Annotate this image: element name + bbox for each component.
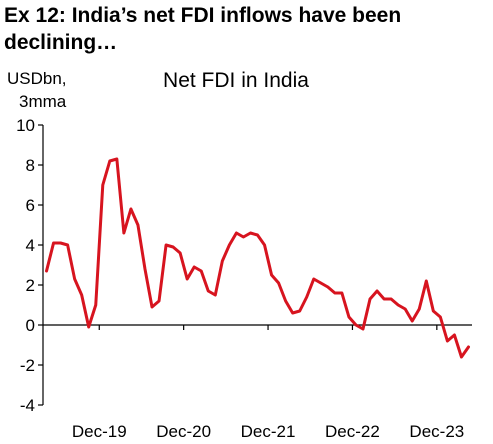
data-point (291, 311, 294, 315)
data-point (403, 307, 407, 311)
data-point (87, 325, 90, 329)
data-point (164, 243, 168, 247)
data-point (326, 285, 330, 289)
data-point (171, 245, 175, 249)
data-point (45, 269, 48, 273)
data-point (298, 309, 301, 313)
y-axis-label-average: 3mma (19, 92, 67, 111)
data-point (143, 267, 147, 271)
y-tick-label: 10 (16, 116, 35, 135)
y-tick-label: 4 (26, 236, 35, 255)
data-point (178, 251, 182, 255)
data-point (446, 339, 449, 343)
data-point (256, 233, 259, 237)
data-point (249, 231, 252, 235)
data-point (108, 159, 112, 163)
x-tick-label: Dec-22 (325, 422, 380, 441)
data-point (157, 299, 161, 303)
data-point (101, 183, 104, 187)
data-point (277, 281, 280, 285)
data-point (418, 307, 421, 311)
data-point (432, 309, 435, 313)
data-point (460, 355, 463, 359)
data-point (200, 269, 203, 273)
data-point (361, 327, 365, 331)
data-point (221, 259, 224, 263)
data-point (312, 277, 315, 281)
y-tick-label: 0 (26, 316, 35, 335)
data-point (115, 157, 119, 161)
data-point (263, 243, 266, 247)
y-axis-label-units: USDbn, (7, 69, 67, 88)
x-tick-label: Dec-20 (156, 422, 211, 441)
data-point (382, 297, 386, 301)
net-fdi-series-line (45, 157, 470, 359)
y-tick-label: 2 (26, 276, 35, 295)
data-point (389, 297, 393, 301)
chart-title: Net FDI in India (163, 69, 309, 92)
data-point (396, 303, 400, 307)
data-point (305, 295, 308, 299)
data-point (94, 303, 97, 307)
y-tick-label: 8 (26, 156, 35, 175)
y-tick-label: -4 (20, 396, 35, 415)
data-point (59, 241, 62, 245)
data-point (136, 223, 140, 227)
data-point (270, 273, 273, 277)
data-point (73, 277, 76, 281)
x-tick-label: Dec-19 (72, 422, 127, 441)
data-point (354, 323, 358, 327)
data-point (242, 235, 245, 239)
chart-heading: Ex 12: India’s net FDI inflows have been… (4, 4, 402, 54)
data-point (347, 315, 351, 319)
data-point (129, 207, 133, 211)
data-point (207, 289, 210, 293)
data-point (467, 345, 470, 349)
data-point (340, 291, 344, 295)
data-point (185, 277, 189, 281)
data-point (439, 315, 442, 319)
data-point (319, 281, 322, 285)
data-point (453, 333, 456, 337)
y-tick-label: -2 (20, 356, 35, 375)
data-point (375, 289, 379, 293)
data-point (80, 293, 83, 297)
data-point (333, 291, 337, 295)
data-point (150, 305, 154, 309)
data-point (122, 231, 126, 235)
data-point (368, 297, 372, 301)
y-tick-label: 6 (26, 196, 35, 215)
data-point (193, 265, 196, 269)
x-tick-label: Dec-23 (409, 422, 464, 441)
data-point (52, 241, 55, 245)
data-point (228, 243, 231, 247)
data-point (411, 319, 414, 323)
data-point (214, 293, 217, 297)
data-point (235, 231, 238, 235)
data-point (284, 299, 287, 303)
data-point (425, 279, 428, 283)
x-tick-label: Dec-21 (241, 422, 296, 441)
data-point (66, 243, 69, 247)
